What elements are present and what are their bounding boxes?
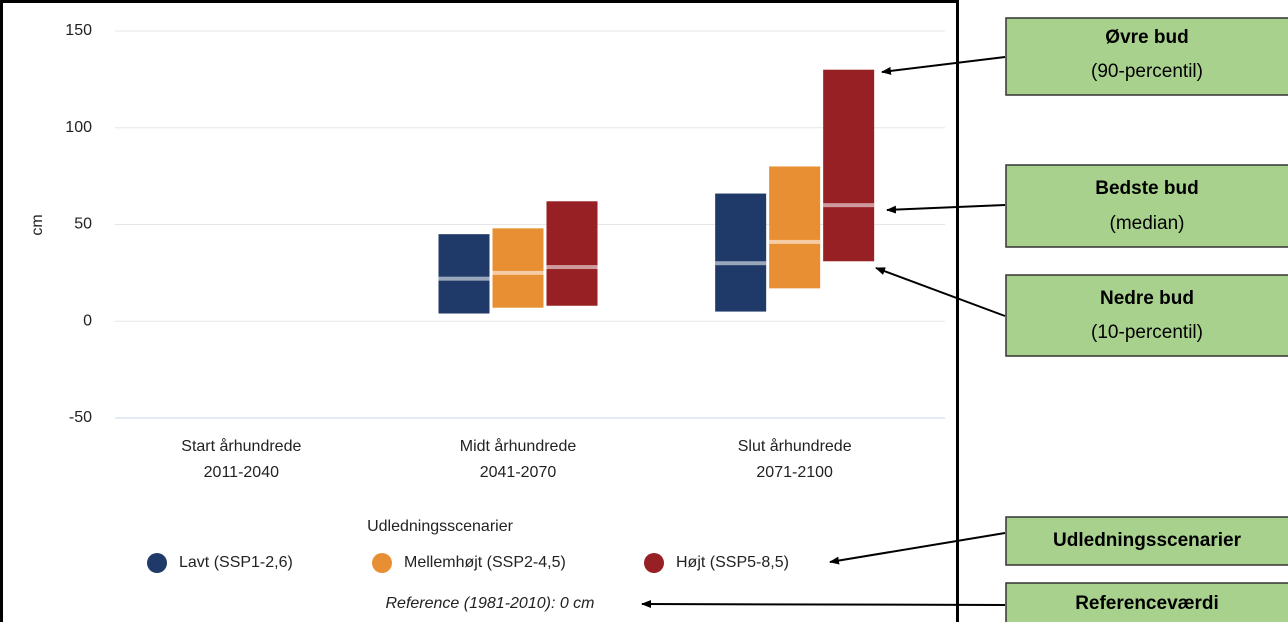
x-tick-label: Slut århundrede bbox=[738, 437, 852, 455]
range-bar bbox=[492, 228, 544, 308]
x-tick-label: 2071-2100 bbox=[756, 464, 833, 481]
annotation-subtitle: (10-percentil) bbox=[1091, 322, 1203, 343]
legend-label: Lavt (SSP1-2,6) bbox=[179, 554, 293, 571]
annotation-subtitle: (median) bbox=[1110, 213, 1185, 234]
annotation: Udledningsscenarier bbox=[829, 516, 1288, 566]
y-tick-label: -50 bbox=[69, 409, 92, 426]
annotation-title: Øvre bud bbox=[1105, 27, 1188, 48]
legend-marker bbox=[147, 553, 167, 573]
annotation: Øvre bud (90-percentil) bbox=[881, 17, 1288, 96]
arrow bbox=[641, 600, 1006, 609]
annotation: Bedste bud (median) bbox=[886, 164, 1288, 248]
annotation-box bbox=[1005, 516, 1288, 566]
range-bar bbox=[438, 234, 490, 314]
range-bar bbox=[769, 166, 821, 289]
arrow bbox=[875, 267, 1006, 317]
median-line bbox=[715, 261, 767, 266]
arrow bbox=[881, 56, 1006, 75]
x-tick-label: Midt århundrede bbox=[460, 437, 577, 455]
legend-marker bbox=[644, 553, 664, 573]
median-line bbox=[438, 276, 490, 281]
range-bar bbox=[546, 201, 598, 306]
annotation-box bbox=[1005, 17, 1288, 96]
median-line bbox=[546, 265, 598, 270]
y-axis-label: cm bbox=[29, 214, 46, 235]
annotation: Nedre bud (10-percentil) bbox=[875, 267, 1288, 357]
x-tick-label: 2011-2040 bbox=[204, 464, 279, 481]
legend-label: Mellemhøjt (SSP2-4,5) bbox=[404, 554, 566, 571]
y-tick-label: 0 bbox=[83, 312, 92, 329]
median-line bbox=[823, 203, 875, 208]
x-tick-label: 2041-2070 bbox=[480, 464, 557, 481]
y-tick-label: 50 bbox=[74, 216, 92, 233]
arrow bbox=[829, 532, 1006, 565]
y-tick-label: 100 bbox=[65, 119, 92, 136]
annotation-title: Udledningsscenarier bbox=[1053, 530, 1242, 551]
legend-label: Højt (SSP5-8,5) bbox=[676, 554, 789, 571]
median-line bbox=[492, 270, 544, 275]
x-tick-label: Start århundrede bbox=[181, 437, 301, 455]
range-bar bbox=[715, 193, 767, 312]
legend-marker bbox=[372, 553, 392, 573]
y-tick-label: 150 bbox=[65, 22, 92, 39]
annotation-box bbox=[1005, 274, 1288, 357]
median-line bbox=[769, 239, 821, 244]
reference-note: Reference (1981-2010): 0 cm bbox=[386, 595, 595, 612]
annotation-box bbox=[1005, 582, 1288, 622]
annotation-title: Bedste bud bbox=[1095, 178, 1198, 199]
annotation-subtitle: (90-percentil) bbox=[1091, 61, 1203, 82]
range-bar bbox=[823, 69, 875, 262]
legend-title: Udledningsscenarier bbox=[367, 518, 514, 535]
annotation-box bbox=[1005, 164, 1288, 248]
arrow bbox=[886, 204, 1006, 214]
annotation-title: Referenceværdi bbox=[1075, 593, 1219, 614]
plot: -50 0 50 100 150 Start århundrede 2011-2040 Mid… bbox=[65, 22, 945, 573]
annotation-title: Nedre bud bbox=[1100, 288, 1194, 309]
annotation: Referenceværdi bbox=[641, 582, 1288, 622]
